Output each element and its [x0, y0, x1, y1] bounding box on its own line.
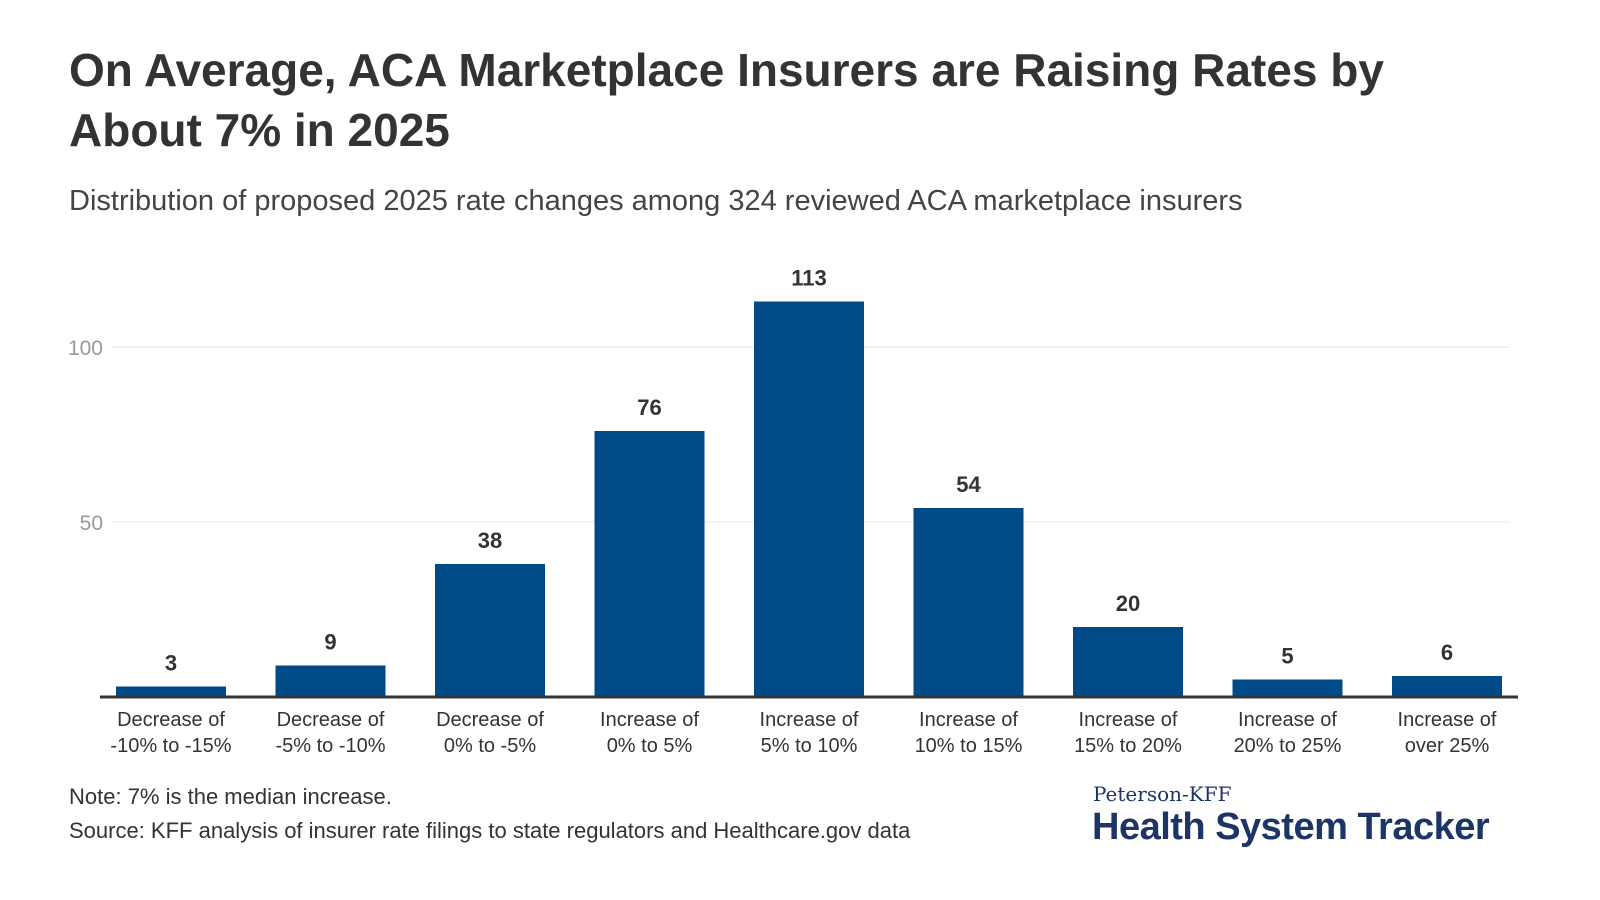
x-tick-label: 10% to 15% [915, 735, 1023, 757]
bar [1392, 676, 1502, 697]
bar [116, 686, 226, 697]
data-label: 38 [478, 528, 502, 553]
bar [1073, 627, 1183, 697]
source: Source: KFF analysis of insurer rate fil… [69, 818, 911, 843]
x-tick-label: Decrease of [117, 709, 225, 731]
data-label: 20 [1116, 591, 1140, 616]
chart-title: On Average, ACA Marketplace Insurers are… [69, 44, 1384, 156]
note: Note: 7% is the median increase. [69, 784, 392, 809]
x-tick-label: 0% to 5% [607, 735, 693, 757]
x-tick-label: Increase of [1079, 709, 1178, 731]
bar [275, 665, 386, 697]
x-tick-label: 15% to 20% [1074, 735, 1182, 757]
x-tick-label: Increase of [760, 709, 859, 731]
x-tick-label: 5% to 10% [761, 735, 858, 757]
y-tick-label: 100 [68, 337, 103, 360]
bar [594, 431, 705, 697]
bar [754, 301, 864, 697]
x-tick-label: 20% to 25% [1234, 735, 1342, 757]
bar [913, 508, 1024, 697]
data-label: 54 [956, 472, 981, 497]
x-tick-label: Increase of [600, 709, 699, 731]
logo-peterson-kff: Peterson-KFF [1093, 782, 1232, 806]
x-tick-label: Decrease of [436, 709, 544, 731]
data-label: 9 [324, 630, 336, 655]
x-tick-label: Increase of [1398, 709, 1497, 731]
bar [435, 564, 545, 697]
x-tick-label: 0% to -5% [444, 735, 536, 757]
data-label: 5 [1281, 644, 1293, 669]
chart-subtitle: Distribution of proposed 2025 rate chang… [69, 185, 1243, 217]
x-tick-label: Increase of [919, 709, 1018, 731]
bar [1232, 679, 1343, 697]
x-tick-label: Increase of [1238, 709, 1337, 731]
x-tick-label: -5% to -10% [275, 735, 385, 757]
x-tick-label: -10% to -15% [110, 735, 231, 757]
data-label: 3 [165, 651, 177, 676]
x-tick-label: Decrease of [277, 709, 385, 731]
y-tick-label: 50 [80, 512, 103, 535]
data-label: 76 [637, 395, 661, 420]
data-label: 113 [791, 266, 827, 291]
x-tick-label: over 25% [1405, 735, 1490, 757]
logo-health-system-tracker: Health System Tracker [1092, 806, 1490, 848]
data-label: 6 [1441, 640, 1453, 665]
